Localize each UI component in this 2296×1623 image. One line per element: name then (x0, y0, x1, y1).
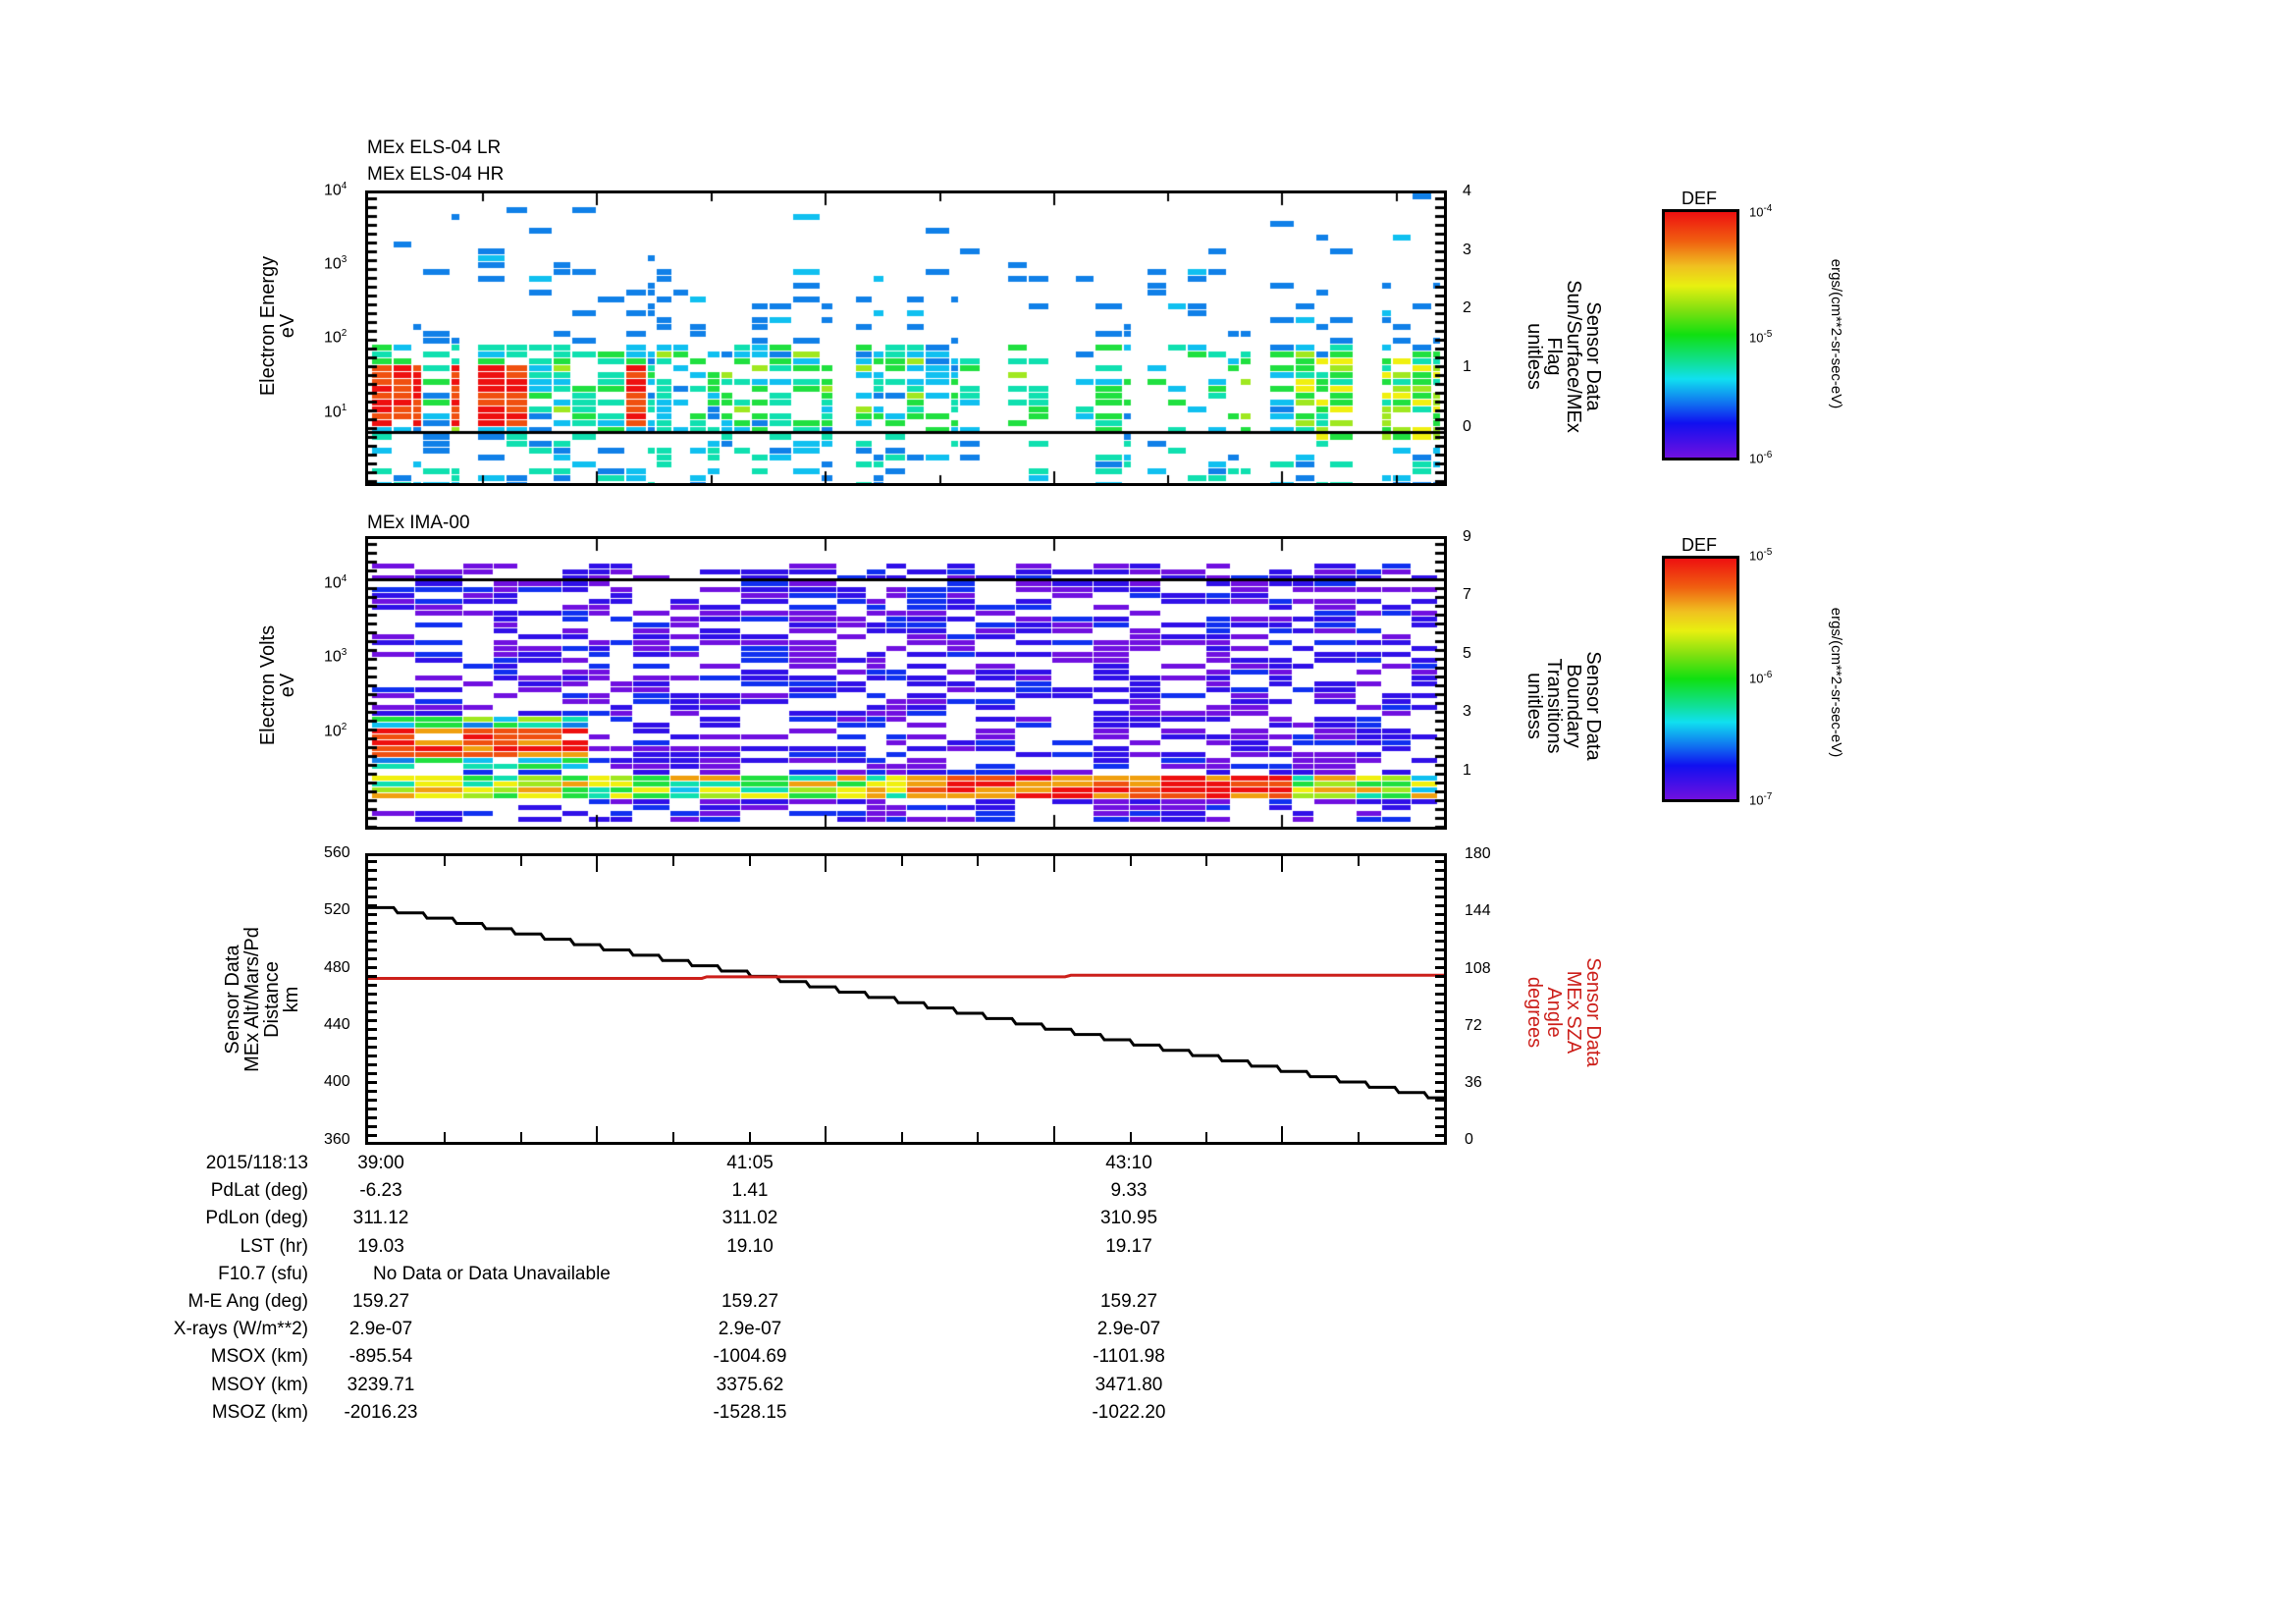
ephemeris-value: -2016.23 (344, 1401, 418, 1423)
ephemeris-row-label: M-E Ang (deg) (187, 1291, 309, 1312)
ima-colorbar-tick: 10-6 (1749, 670, 1773, 686)
ima-spectrogram (368, 539, 1444, 827)
els-colorbar (1662, 209, 1739, 460)
els-title-lr: MEx ELS-04 LR (367, 137, 502, 158)
alt-ytick: 360 (324, 1131, 350, 1148)
els-title-hr: MEx ELS-04 HR (367, 164, 505, 185)
els-ylabel: Electron Energy eV (257, 255, 298, 397)
ephemeris-value: 159.27 (1099, 1291, 1158, 1312)
ephemeris-row-label: X-rays (W/m**2) (173, 1319, 308, 1340)
els-right-ytick: 1 (1463, 358, 1471, 375)
els-right-ylabel: Sensor Data Sun/Surface/MEx Flag unitless (1523, 280, 1604, 433)
els-ytick: 102 (324, 328, 347, 347)
ephemeris-value: 159.27 (351, 1291, 410, 1312)
sza-ytick: 180 (1465, 845, 1491, 862)
ephemeris-value: No Data or Data Unavailable (373, 1263, 611, 1284)
els-colorbar-units: ergs/(cm**2-sr-sec-eV) (1828, 258, 1844, 409)
ephemeris-row-label: MSOY (km) (211, 1374, 308, 1395)
ephemeris-value: 9.33 (1110, 1180, 1148, 1202)
ima-title: MEx IMA-00 (367, 513, 470, 533)
ima-ylabel: Electron Volts eV (257, 624, 298, 746)
ima-colorbar-title: DEF (1682, 535, 1717, 555)
els-colorbar-title: DEF (1682, 189, 1717, 208)
ephemeris-value: -1528.15 (713, 1401, 787, 1423)
ephemeris-value: 1.41 (731, 1180, 769, 1202)
ephemeris-value: -1022.20 (1092, 1401, 1166, 1423)
ephemeris-row-label: PdLat (deg) (210, 1180, 308, 1202)
els-right-ytick: 2 (1463, 299, 1471, 316)
ephemeris-value: 19.10 (726, 1235, 774, 1257)
ephemeris-value: 19.17 (1105, 1235, 1152, 1257)
ima-ytick: 104 (324, 573, 347, 592)
ima-right-ytick: 3 (1463, 703, 1471, 720)
els-right-ytick: 0 (1463, 418, 1471, 435)
ephemeris-value: 159.27 (721, 1291, 779, 1312)
ima-right-ytick: 1 (1463, 762, 1471, 779)
ima-right-ylabel: Sensor Data Boundary Transitions unitless (1523, 651, 1604, 761)
ima-ytick: 102 (324, 722, 347, 740)
els-ytick: 101 (324, 403, 347, 421)
ephemeris-row-label: 2015/118:13 (205, 1153, 308, 1173)
ima-spectrogram-panel (365, 536, 1447, 830)
ephemeris-value: 41:05 (726, 1153, 774, 1173)
ima-ytick: 103 (324, 647, 347, 666)
sza-line (368, 973, 1444, 980)
altitude-sza-plot (368, 856, 1444, 1142)
els-ytick: 104 (324, 181, 347, 199)
sza-ylabel: Sensor Data MEx SZA Angle degrees (1523, 957, 1604, 1067)
ephemeris-row-label: LST (hr) (240, 1235, 308, 1257)
ima-colorbar (1662, 556, 1739, 802)
ima-right-ytick: 7 (1463, 586, 1471, 603)
ephemeris-value: -6.23 (359, 1180, 402, 1202)
ima-right-ytick: 5 (1463, 645, 1471, 662)
ephemeris-row-label: F10.7 (sfu) (218, 1263, 308, 1284)
ima-colorbar-units: ergs/(cm**2-sr-sec-eV) (1828, 607, 1844, 758)
ephemeris-value: 311.02 (721, 1208, 778, 1229)
alt-ytick: 440 (324, 1016, 350, 1033)
ephemeris-value: 3239.71 (347, 1374, 415, 1395)
els-spectrogram (368, 193, 1444, 483)
els-right-ytick: 4 (1463, 183, 1471, 199)
els-ytick: 103 (324, 254, 347, 273)
els-right-ytick: 3 (1463, 242, 1471, 258)
ephemeris-value: 2.9e-07 (1096, 1319, 1161, 1340)
alt-ytick: 480 (324, 959, 350, 976)
sza-ytick: 0 (1465, 1131, 1473, 1148)
els-colorbar-tick: 10-6 (1749, 450, 1773, 466)
sza-ytick: 36 (1465, 1074, 1482, 1091)
ephemeris-value: -895.54 (348, 1346, 413, 1368)
ephemeris-value: 2.9e-07 (718, 1319, 782, 1340)
ephemeris-value: 311.12 (352, 1208, 409, 1229)
alt-ytick: 520 (324, 901, 350, 918)
altitude-sza-panel (365, 853, 1447, 1145)
els-colorbar-tick: 10-4 (1749, 203, 1773, 220)
ima-right-ytick: 9 (1463, 528, 1471, 545)
altitude-line (368, 905, 1444, 1101)
ephemeris-value: 310.95 (1099, 1208, 1158, 1229)
alt-ylabel: Sensor Data MEx Alt/Mars/Pd Distance km (222, 927, 302, 1072)
ima-colorbar-tick: 10-5 (1749, 547, 1773, 564)
sza-ytick: 108 (1465, 960, 1491, 977)
ephemeris-value: 39:00 (357, 1153, 404, 1173)
sza-ytick: 144 (1465, 902, 1491, 919)
ephemeris-row-label: PdLon (deg) (205, 1208, 308, 1229)
alt-ytick: 400 (324, 1073, 350, 1090)
ephemeris-row-label: MSOX (km) (210, 1346, 308, 1368)
ephemeris-value: 2.9e-07 (348, 1319, 413, 1340)
ephemeris-value: 3375.62 (716, 1374, 784, 1395)
els-colorbar-tick: 10-5 (1749, 329, 1773, 346)
ephemeris-value: 43:10 (1105, 1153, 1152, 1173)
ima-colorbar-tick: 10-7 (1749, 791, 1773, 808)
ephemeris-value: 3471.80 (1095, 1374, 1163, 1395)
ephemeris-value: 19.03 (357, 1235, 404, 1257)
ephemeris-row-label: MSOZ (km) (211, 1401, 308, 1423)
alt-ytick: 560 (324, 844, 350, 861)
ephemeris-value: -1004.69 (713, 1346, 787, 1368)
ephemeris-value: -1101.98 (1093, 1346, 1165, 1368)
els-spectrogram-panel (365, 190, 1447, 486)
sza-ytick: 72 (1465, 1017, 1482, 1034)
